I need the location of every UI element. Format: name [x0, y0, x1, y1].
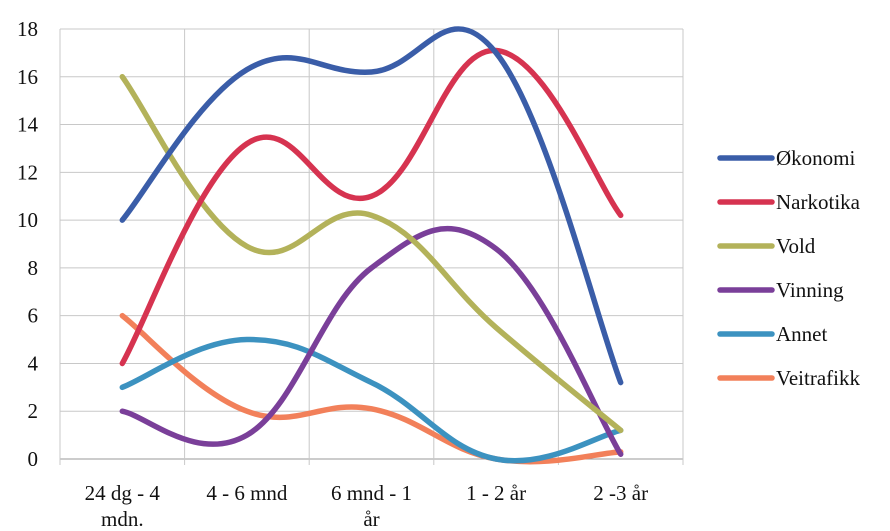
legend-label: Økonomi: [776, 146, 856, 170]
x-tick-label: 2 -3 år: [593, 481, 648, 505]
legend-item: Narkotika: [717, 190, 861, 214]
x-tick-label: 24 dg - 4 mdn.: [85, 481, 161, 531]
y-tick-label: 6: [28, 304, 39, 328]
series-line-vold-2: [119, 74, 624, 434]
legend-label: Vinning: [776, 278, 844, 302]
series-line-narkotika-1: [119, 47, 624, 367]
y-tick-label: 16: [17, 65, 38, 89]
x-axis-ticks: 24 dg - 4 mdn. 4 - 6 mnd 6 mnd - 1 år 1 - 2 å…: [85, 481, 648, 531]
series-line-vinning-3: [119, 225, 624, 457]
series-lines: [119, 26, 624, 465]
x-tick-label: 4 - 6 mnd: [206, 481, 288, 505]
legend-label: Vold: [776, 234, 816, 258]
y-tick-label: 8: [28, 256, 39, 280]
y-tick-label: 14: [17, 113, 39, 137]
y-tick-label: 18: [17, 17, 38, 41]
series-line-annet-4: [119, 336, 624, 464]
legend-item: Veitrafikk: [717, 366, 860, 390]
y-tick-label: 12: [17, 160, 38, 184]
y-tick-label: 4: [28, 351, 39, 375]
x-tick-label: 6 mnd - 1 år: [331, 481, 412, 531]
plot-grid: [59, 28, 684, 465]
legend-item: Annet: [717, 322, 827, 346]
legend-item: Vold: [717, 234, 816, 258]
legend: Økonomi Narkotika Vold Vinning Annet Veitrafi…: [717, 146, 861, 390]
series-line--konomi-0: [119, 26, 624, 386]
legend-label: Narkotika: [776, 190, 861, 214]
legend-label: Annet: [776, 322, 827, 346]
y-tick-label: 10: [17, 208, 38, 232]
series-line-veitrafikk-5: [119, 312, 624, 465]
x-tick-label: 1 - 2 år: [466, 481, 526, 505]
legend-label: Veitrafikk: [776, 366, 860, 390]
y-tick-label: 0: [28, 447, 39, 471]
legend-item: Økonomi: [717, 146, 856, 170]
y-axis-ticks: 0 2 4 6 8 10 12 14 16 18: [17, 17, 39, 471]
y-tick-label: 2: [28, 399, 39, 423]
legend-item: Vinning: [717, 278, 844, 302]
